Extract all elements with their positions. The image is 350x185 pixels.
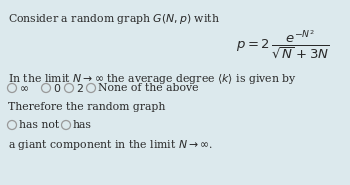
- Text: has not: has not: [19, 120, 59, 130]
- Text: has: has: [73, 120, 92, 130]
- Text: In the limit $N \rightarrow \infty$ the average degree $\langle k \rangle$ is gi: In the limit $N \rightarrow \infty$ the …: [8, 72, 297, 86]
- Text: a giant component in the limit $N \rightarrow \infty$.: a giant component in the limit $N \right…: [8, 138, 213, 152]
- Text: Consider a random graph $G(N, p)$ with: Consider a random graph $G(N, p)$ with: [8, 12, 220, 26]
- Text: $0$: $0$: [53, 82, 61, 94]
- Text: $p = 2\,\dfrac{e^{-N^2}}{\sqrt{N}+3N}$: $p = 2\,\dfrac{e^{-N^2}}{\sqrt{N}+3N}$: [237, 29, 330, 61]
- Text: $\infty$: $\infty$: [19, 83, 29, 93]
- Text: None of the above: None of the above: [98, 83, 198, 93]
- Text: Therefore the random graph: Therefore the random graph: [8, 102, 165, 112]
- Text: $2$: $2$: [76, 82, 84, 94]
